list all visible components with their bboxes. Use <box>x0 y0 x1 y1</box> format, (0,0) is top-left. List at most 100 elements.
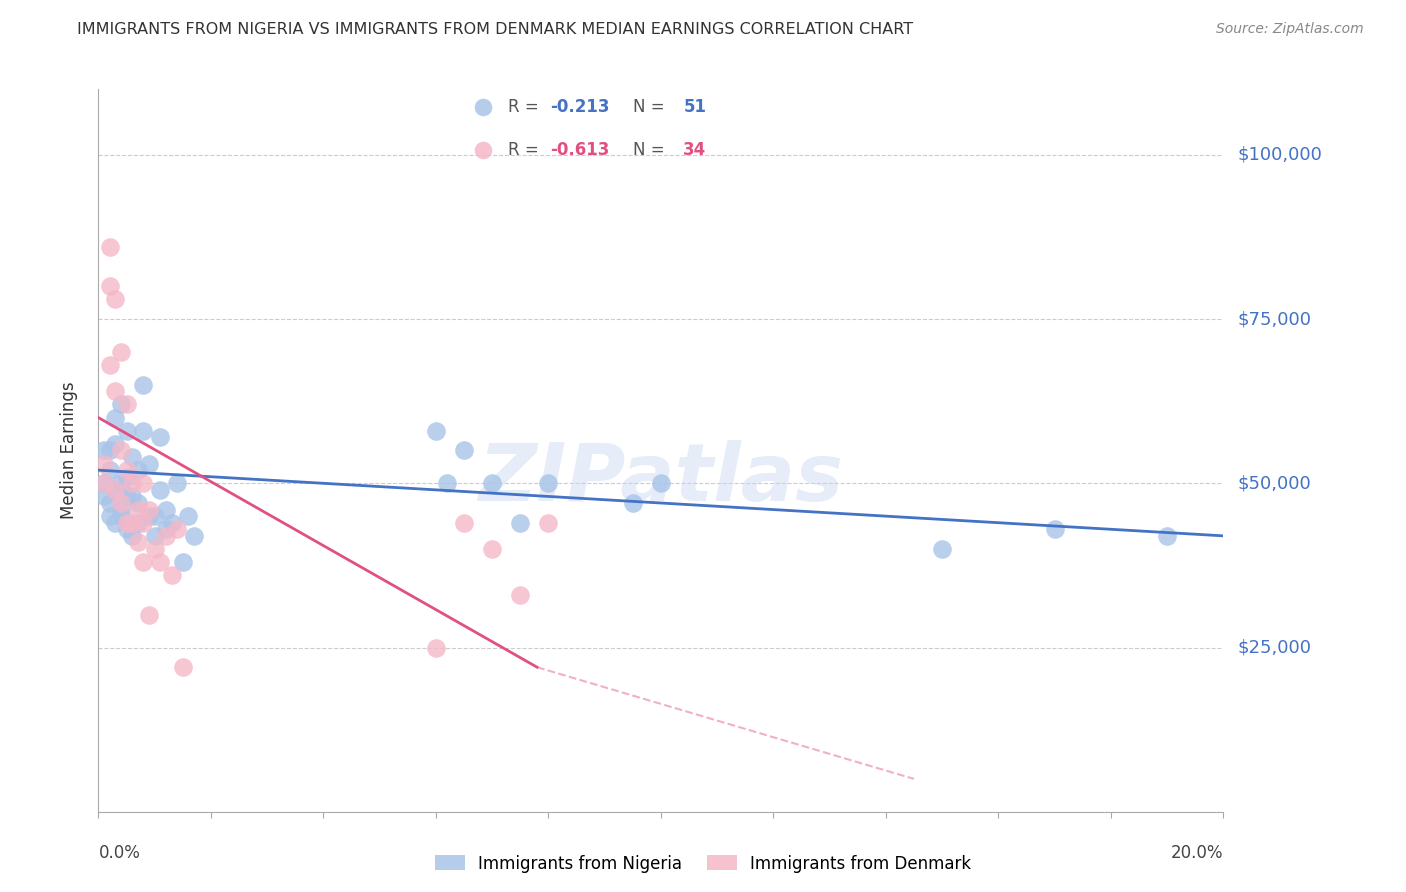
Point <box>160 516 183 530</box>
Point <box>1043 522 1066 536</box>
Point <box>110 397 132 411</box>
Text: N =: N = <box>633 141 669 159</box>
Point <box>115 397 138 411</box>
Point <box>132 476 155 491</box>
Point <box>425 640 447 655</box>
Point <box>121 529 143 543</box>
Point <box>110 443 132 458</box>
Point <box>110 345 132 359</box>
Point <box>104 410 127 425</box>
Text: $75,000: $75,000 <box>1237 310 1312 328</box>
Point <box>149 555 172 569</box>
Point <box>138 607 160 622</box>
Point <box>98 463 121 477</box>
Point <box>104 516 127 530</box>
Point <box>104 293 127 307</box>
Point <box>453 516 475 530</box>
Point <box>143 509 166 524</box>
Point <box>132 377 155 392</box>
Text: 0.0%: 0.0% <box>98 844 141 863</box>
Point <box>98 279 121 293</box>
Point <box>143 529 166 543</box>
Point <box>481 541 503 556</box>
Point <box>127 516 149 530</box>
Point <box>93 457 115 471</box>
Point <box>177 509 200 524</box>
Point <box>93 476 115 491</box>
Text: IMMIGRANTS FROM NIGERIA VS IMMIGRANTS FROM DENMARK MEDIAN EARNINGS CORRELATION C: IMMIGRANTS FROM NIGERIA VS IMMIGRANTS FR… <box>77 22 914 37</box>
Text: N =: N = <box>633 97 669 116</box>
Point <box>138 509 160 524</box>
Point <box>143 541 166 556</box>
Point <box>115 469 138 483</box>
Text: -0.213: -0.213 <box>550 97 610 116</box>
Point <box>509 516 531 530</box>
Point <box>121 450 143 464</box>
Point <box>98 443 121 458</box>
Point <box>183 529 205 543</box>
Point <box>132 424 155 438</box>
Point <box>166 522 188 536</box>
Point <box>471 99 494 113</box>
Text: 34: 34 <box>683 141 707 159</box>
Point <box>127 502 149 516</box>
Point <box>121 516 143 530</box>
Point <box>931 541 953 556</box>
Point <box>104 384 127 399</box>
Point <box>453 443 475 458</box>
Point <box>104 437 127 451</box>
Point <box>98 240 121 254</box>
Legend: Immigrants from Nigeria, Immigrants from Denmark: Immigrants from Nigeria, Immigrants from… <box>427 848 979 880</box>
Text: R =: R = <box>508 141 544 159</box>
Point <box>1156 529 1178 543</box>
Point <box>471 143 494 157</box>
Point <box>155 502 177 516</box>
Text: 20.0%: 20.0% <box>1171 844 1223 863</box>
Point <box>104 483 127 497</box>
Point <box>115 490 138 504</box>
Text: $50,000: $50,000 <box>1237 475 1310 492</box>
Point <box>127 496 149 510</box>
Point <box>172 555 194 569</box>
Point <box>110 496 132 510</box>
Point <box>93 476 115 491</box>
Text: 51: 51 <box>683 97 706 116</box>
Text: R =: R = <box>508 97 544 116</box>
Point <box>98 509 121 524</box>
Point <box>425 424 447 438</box>
Text: -0.613: -0.613 <box>550 141 609 159</box>
Text: $100,000: $100,000 <box>1237 146 1322 164</box>
Y-axis label: Median Earnings: Median Earnings <box>59 382 77 519</box>
Point <box>155 522 177 536</box>
Text: ZIPatlas: ZIPatlas <box>478 441 844 518</box>
Text: Source: ZipAtlas.com: Source: ZipAtlas.com <box>1216 22 1364 37</box>
Point <box>127 463 149 477</box>
Point <box>537 516 560 530</box>
Point <box>172 660 194 674</box>
Point <box>110 476 132 491</box>
Point <box>115 463 138 477</box>
Point <box>121 490 143 504</box>
Point <box>537 476 560 491</box>
Point <box>104 483 127 497</box>
Point <box>121 476 143 491</box>
Point <box>138 502 160 516</box>
Point <box>160 568 183 582</box>
Point <box>93 443 115 458</box>
Point <box>110 502 132 516</box>
Point <box>509 588 531 602</box>
Point <box>138 457 160 471</box>
Point <box>98 496 121 510</box>
Point <box>127 535 149 549</box>
Point <box>155 529 177 543</box>
Point <box>621 496 644 510</box>
Point <box>149 483 172 497</box>
Point <box>115 522 138 536</box>
Point <box>98 358 121 372</box>
Point <box>115 424 138 438</box>
Point <box>650 476 672 491</box>
Point <box>149 430 172 444</box>
Point <box>481 476 503 491</box>
Point <box>110 509 132 524</box>
Text: $25,000: $25,000 <box>1237 639 1312 657</box>
